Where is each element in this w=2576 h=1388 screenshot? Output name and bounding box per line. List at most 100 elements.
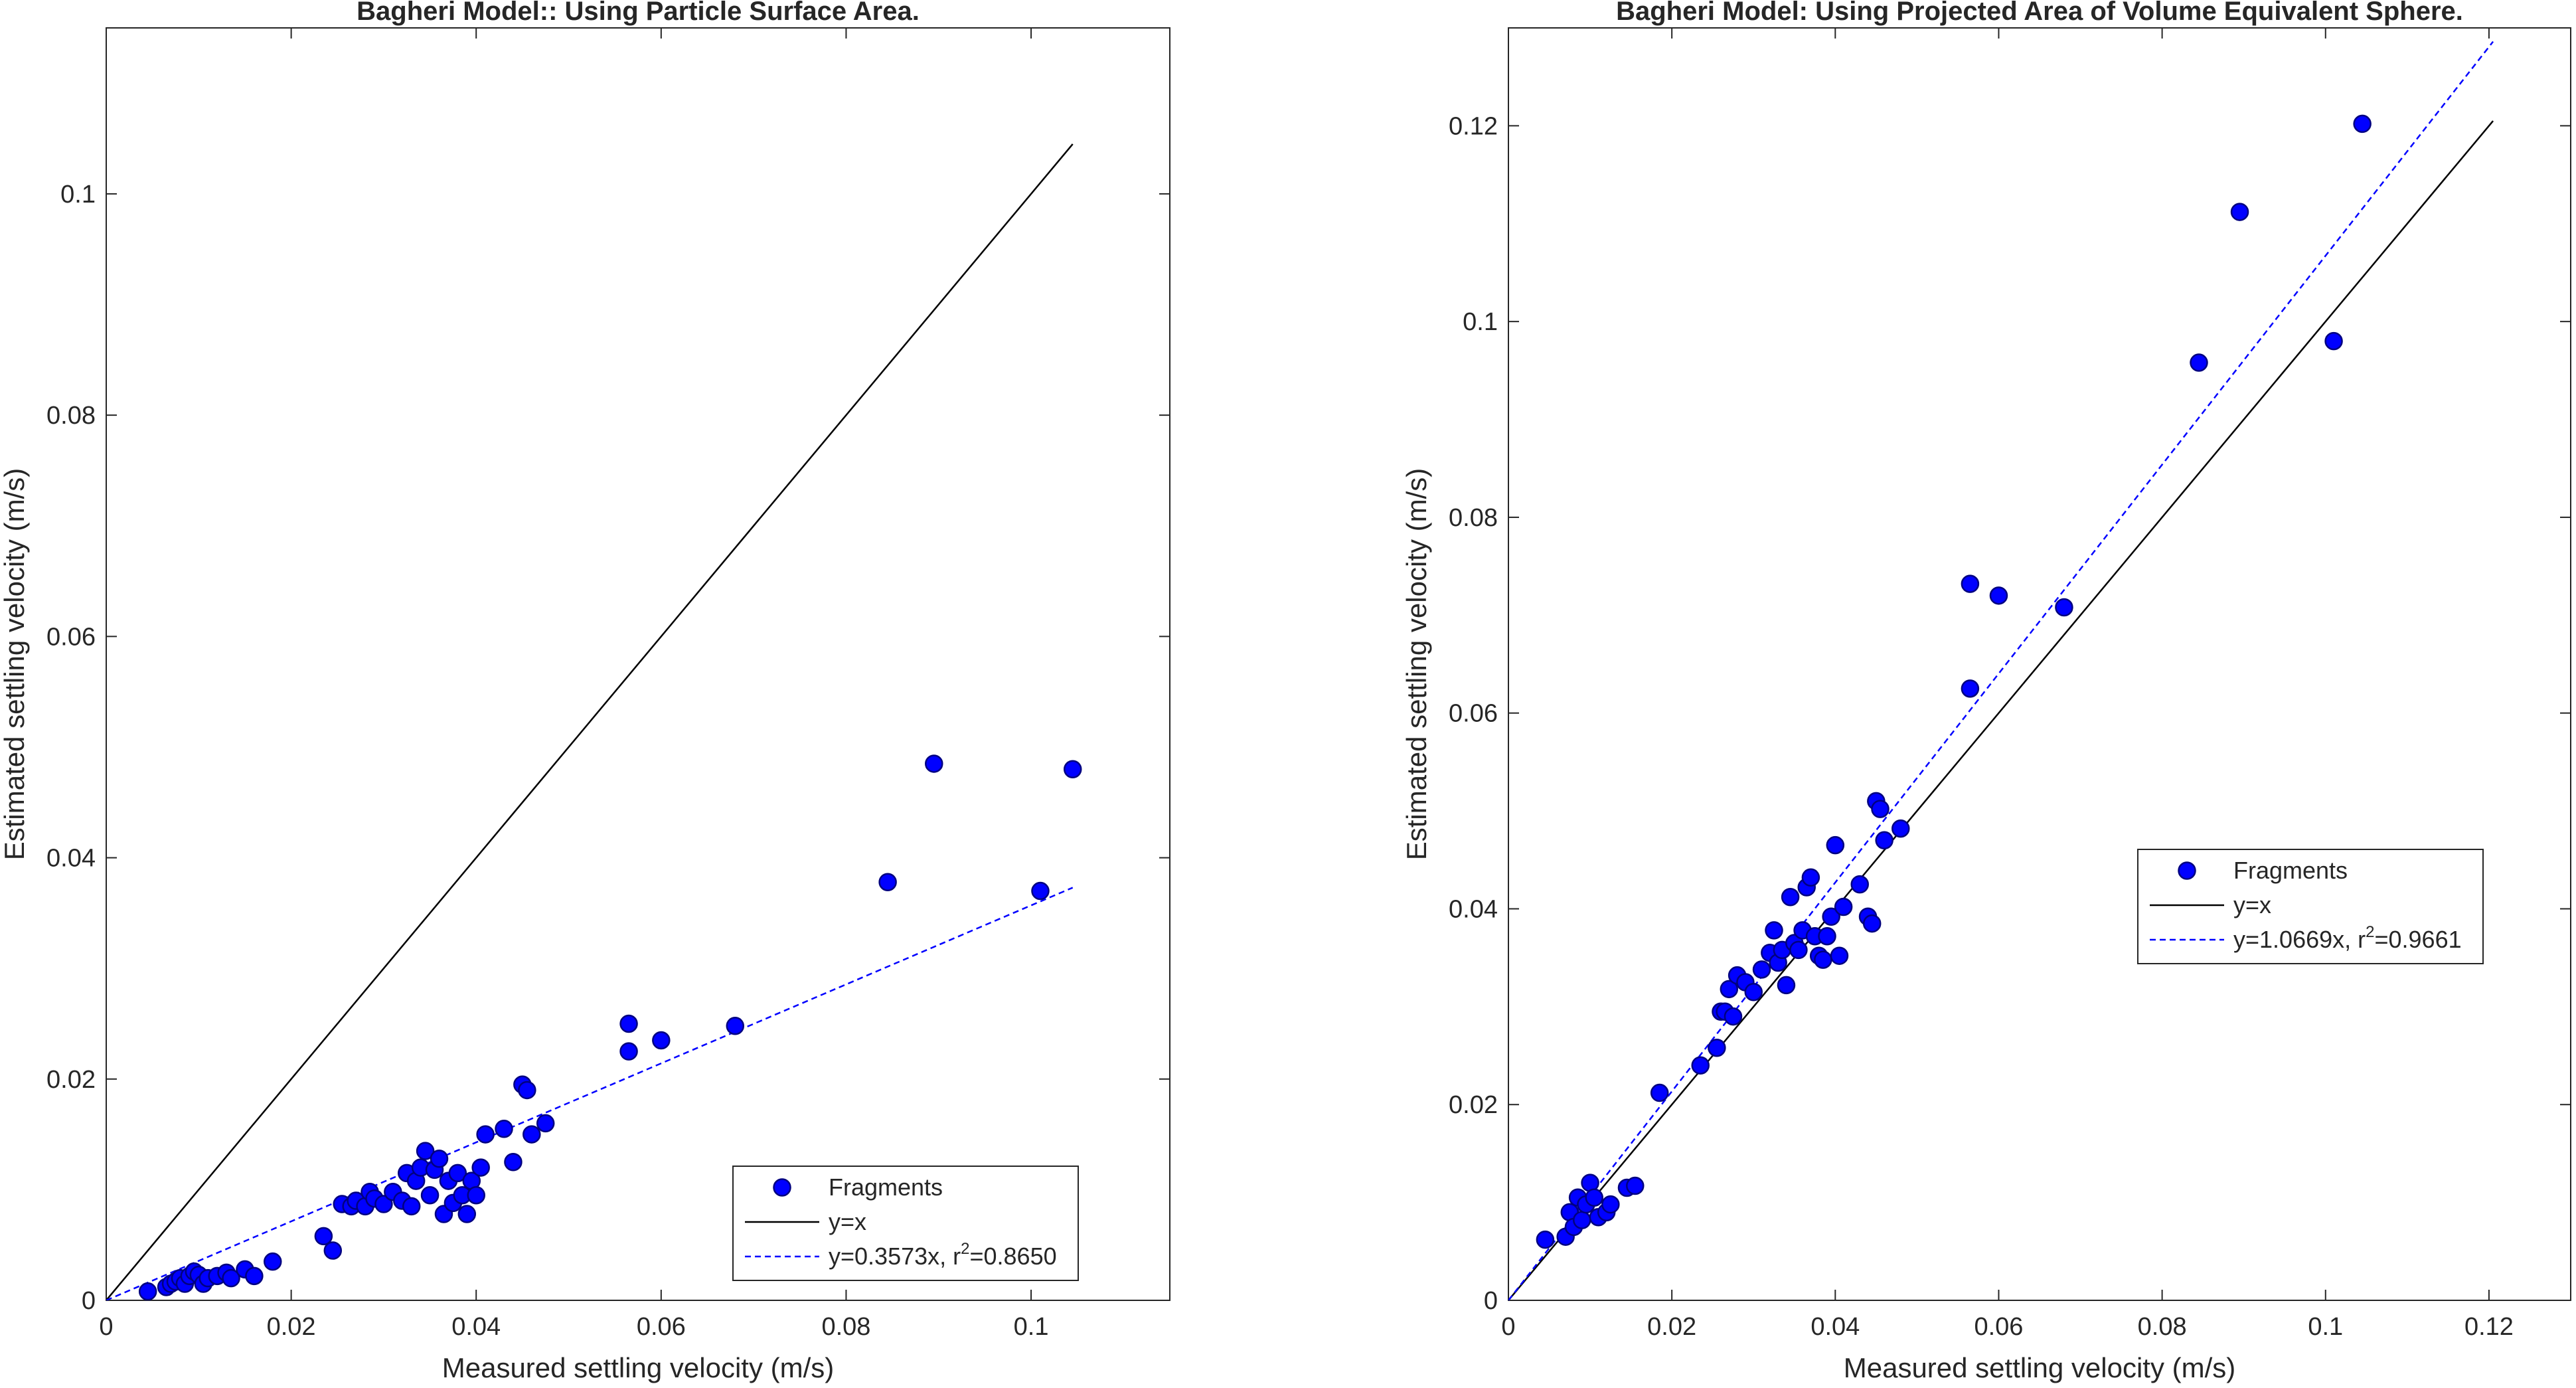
data-point (1801, 868, 1820, 887)
plot-marks (106, 143, 1082, 1300)
chart-title: Bagheri Model:: Using Particle Surface A… (357, 0, 920, 26)
data-point (1822, 907, 1840, 926)
y-tick-label: 0.06 (1449, 700, 1498, 728)
legend-label: y=x (2233, 891, 2271, 918)
data-point (416, 1142, 435, 1160)
x-tick-label: 0.02 (267, 1313, 316, 1341)
data-point (518, 1081, 536, 1100)
data-point (523, 1125, 541, 1144)
y-tick-label: 0.04 (1449, 895, 1498, 923)
y-tick-label: 0.08 (46, 402, 96, 430)
data-point (1573, 1211, 1591, 1229)
data-point (1063, 760, 1082, 779)
data-point (1871, 800, 1890, 818)
x-axis-label: Measured settling velocity (m/s) (442, 1352, 835, 1383)
data-point (1830, 946, 1849, 965)
chart-title: Bagheri Model: Using Projected Area of V… (1616, 0, 2463, 26)
data-point (1752, 960, 1771, 979)
data-point (1892, 819, 1910, 838)
x-tick-label: 0.08 (2138, 1313, 2187, 1341)
y-tick-label: 0.02 (1449, 1091, 1498, 1119)
y-tick-label: 0.02 (46, 1066, 96, 1094)
legend-label: y=1.0669x, r2=0.9661 (2233, 923, 2462, 953)
data-point (1650, 1083, 1669, 1102)
x-tick-label: 0.1 (2308, 1313, 2343, 1341)
data-point (2230, 203, 2249, 221)
y-tick-label: 0.12 (1449, 112, 1498, 140)
fit-line (1508, 41, 2494, 1300)
legend: Fragments y=x y=1.0669x, r2=0.9661 (2137, 849, 2484, 964)
data-point (726, 1017, 745, 1035)
data-point (1789, 940, 1808, 960)
x-tick-label: 0.1 (1014, 1313, 1049, 1341)
data-point (222, 1268, 240, 1288)
data-point (925, 754, 943, 773)
data-point (1031, 881, 1050, 901)
chart-2: 0 0.02 0.04 0.06 0.08 0.1 0.12 0 0.02 0.04 0.06 0.0… (1401, 0, 2571, 1383)
data-point (1744, 982, 1763, 1001)
data-point (1724, 1007, 1743, 1026)
legend-marker (2178, 861, 2196, 880)
y-axis-label: Estimated settling velocity (m/s) (1401, 468, 1432, 861)
y-tick-label: 0 (82, 1287, 96, 1315)
plot-marks (1508, 41, 2494, 1300)
data-point (1850, 875, 1869, 894)
x-tick-label: 0.08 (821, 1313, 870, 1341)
data-point (1585, 1188, 1603, 1207)
data-point (1720, 980, 1739, 999)
data-point (245, 1266, 264, 1286)
data-point (263, 1252, 282, 1271)
x-tick-label: 0.06 (1974, 1313, 2023, 1341)
chart-1: 0 0.02 0.04 0.06 0.08 0.1 0 0.02 0.04 0.06 0.08 0.1… (0, 0, 1170, 1383)
data-point (536, 1114, 555, 1133)
data-point (2324, 331, 2343, 351)
legend: Fragments y=x y=0.3573x, r2=0.8650 (732, 1166, 1079, 1281)
data-point (314, 1227, 333, 1246)
data-point (878, 873, 897, 891)
data-point (1862, 914, 1882, 933)
data-point (448, 1164, 467, 1183)
y-tick-label: 0.08 (1449, 504, 1498, 532)
x-tick-label: 0 (1501, 1313, 1515, 1341)
data-point (1601, 1195, 1620, 1214)
data-point (1777, 976, 1796, 995)
data-point (476, 1125, 495, 1144)
data-point (619, 1014, 638, 1033)
legend-marker (773, 1178, 791, 1197)
x-tick-label: 0.02 (1647, 1313, 1696, 1341)
x-tick-label: 0 (99, 1313, 113, 1341)
x-tick-label: 0.04 (451, 1313, 501, 1341)
legend-label: Fragments (2233, 857, 2348, 884)
data-point (1814, 950, 1832, 969)
data-point (1691, 1056, 1710, 1075)
data-point (1781, 888, 1800, 907)
data-point (2353, 114, 2372, 133)
data-point (1626, 1176, 1645, 1195)
data-point (471, 1158, 490, 1177)
y-tick-label: 0 (1484, 1287, 1498, 1315)
fit-line (106, 887, 1074, 1300)
y-axis-label: Estimated settling velocity (m/s) (0, 468, 30, 861)
data-point (457, 1205, 477, 1223)
data-point (1834, 897, 1853, 916)
data-point (1989, 586, 2008, 605)
data-point (1961, 574, 1980, 593)
data-point (323, 1241, 343, 1260)
data-point (402, 1197, 421, 1216)
data-point (1536, 1230, 1555, 1249)
x-tick-label: 0.12 (2464, 1313, 2514, 1341)
data-point (652, 1031, 671, 1050)
data-point (1875, 831, 1893, 850)
x-tick-label: 0.06 (637, 1313, 686, 1341)
data-point (495, 1120, 513, 1138)
legend-label: y=0.3573x, r2=0.8650 (829, 1240, 1057, 1270)
identity-line (106, 143, 1074, 1300)
data-point (504, 1152, 523, 1171)
x-axis-label: Measured settling velocity (m/s) (1844, 1352, 2236, 1383)
data-point (1708, 1038, 1726, 1057)
y-tick-label: 0.1 (60, 181, 96, 209)
data-point (2055, 598, 2073, 617)
data-point (430, 1149, 449, 1168)
data-point (1961, 679, 1980, 698)
